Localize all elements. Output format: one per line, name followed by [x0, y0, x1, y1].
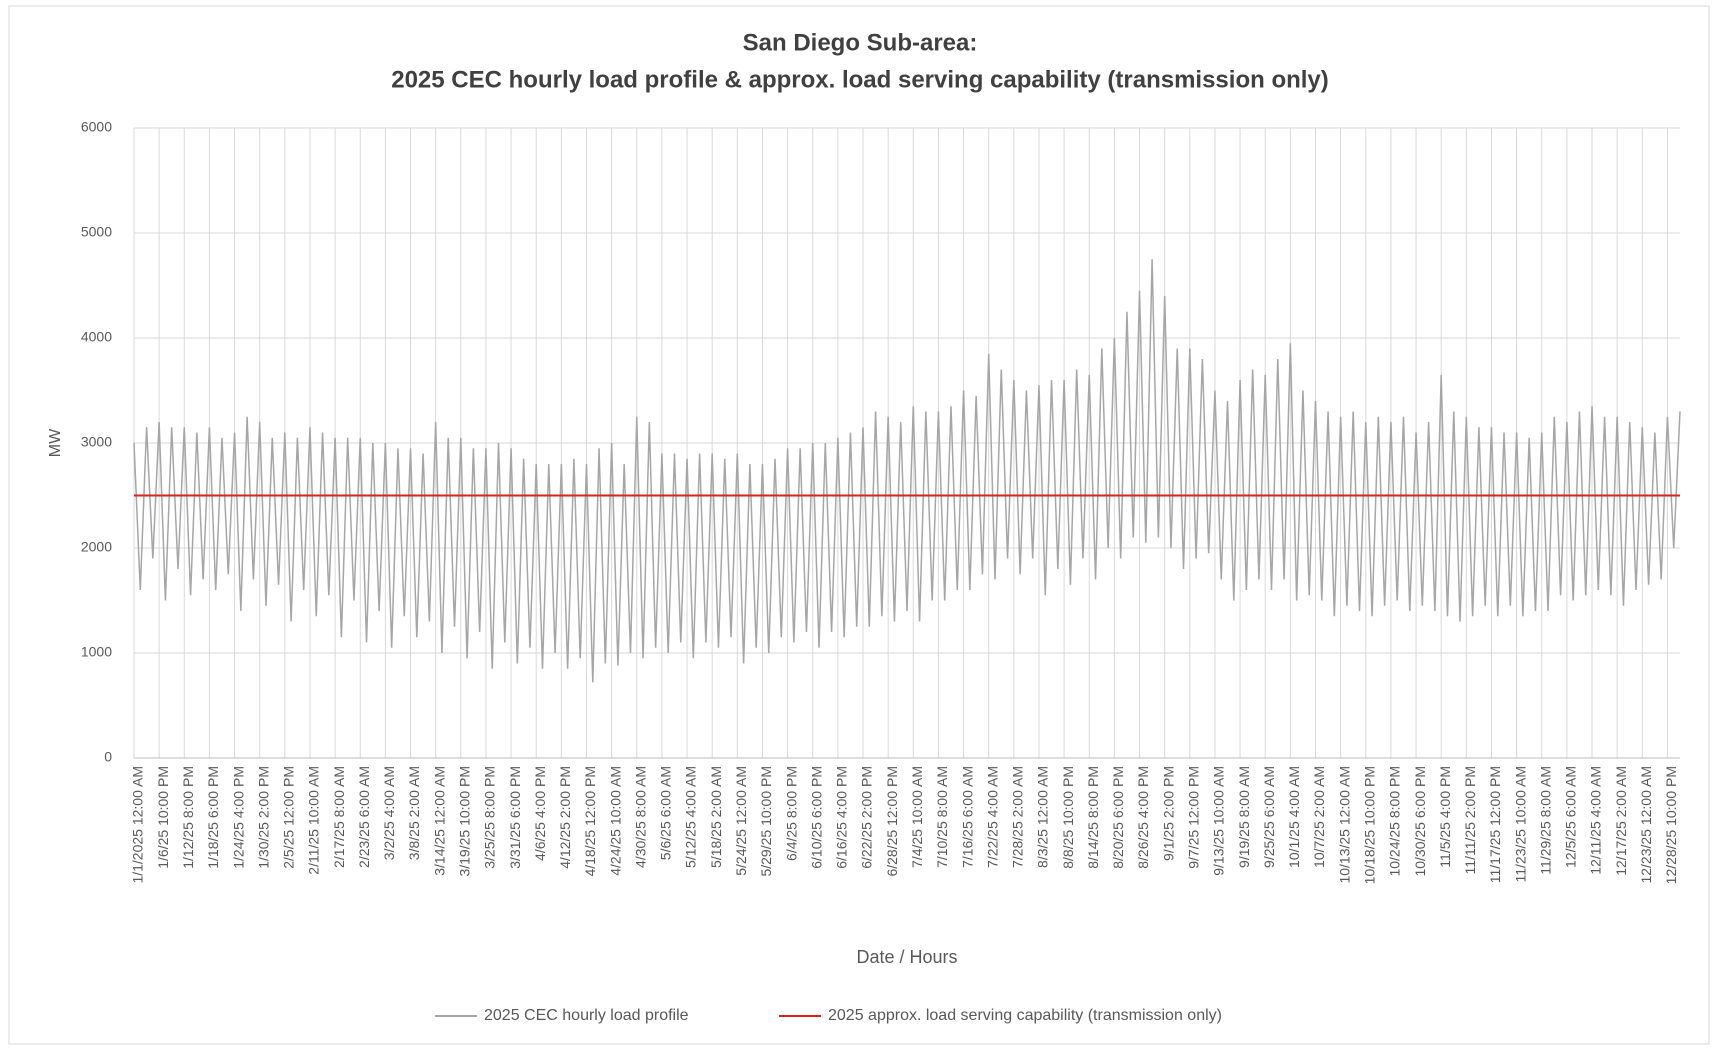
x-tick-label: 3/2/25 4:00 AM — [381, 766, 397, 860]
chart-subtitle: 2025 CEC hourly load profile & approx. l… — [391, 66, 1329, 93]
x-tick-label: 12/23/25 12:00 AM — [1638, 766, 1654, 884]
x-tick-label: 1/30/25 2:00 PM — [255, 766, 271, 869]
x-tick-label: 5/29/25 10:00 PM — [758, 766, 774, 877]
x-tick-label: 2/23/25 6:00 AM — [356, 766, 372, 868]
x-tick-label: 7/22/25 4:00 AM — [984, 766, 1000, 868]
x-tick-label: 7/4/25 10:00 AM — [909, 766, 925, 868]
x-tick-label: 7/10/25 8:00 AM — [934, 766, 950, 868]
legend-label: 2025 CEC hourly load profile — [484, 1007, 689, 1024]
x-tick-label: 11/5/25 4:00 PM — [1437, 766, 1453, 868]
x-tick-label: 1/6/25 10:00 PM — [155, 766, 171, 869]
x-tick-label: 5/6/25 6:00 AM — [658, 766, 674, 860]
x-tick-label: 4/30/25 8:00 AM — [632, 766, 648, 868]
x-tick-label: 10/30/25 6:00 PM — [1412, 766, 1428, 877]
x-tick-label: 6/10/25 6:00 PM — [808, 766, 824, 869]
x-tick-label: 2/5/25 12:00 PM — [281, 766, 297, 869]
x-tick-label: 4/24/25 10:00 AM — [607, 766, 623, 876]
x-tick-label: 10/24/25 8:00 PM — [1387, 766, 1403, 877]
x-tick-label: 8/26/25 4:00 PM — [1135, 766, 1151, 869]
x-tick-label: 3/14/25 12:00 AM — [431, 766, 447, 876]
y-tick-label: 3000 — [81, 434, 112, 450]
y-tick-label: 1000 — [81, 644, 112, 660]
x-tick-label: 1/24/25 4:00 PM — [230, 766, 246, 869]
x-tick-label: 2/11/25 10:00 AM — [306, 766, 322, 875]
x-tick-label: 4/18/25 12:00 PM — [582, 766, 598, 877]
y-tick-label: 4000 — [81, 329, 112, 345]
y-tick-label: 5000 — [81, 224, 112, 240]
y-tick-label: 6000 — [81, 119, 112, 135]
x-tick-label: 7/16/25 6:00 AM — [959, 766, 975, 868]
x-tick-label: 5/24/25 12:00 AM — [733, 766, 749, 876]
x-tick-label: 7/28/25 2:00 AM — [1010, 766, 1026, 868]
x-tick-label: 10/13/25 12:00 AM — [1336, 766, 1352, 884]
x-tick-label: 12/5/25 6:00 AM — [1563, 766, 1579, 868]
x-tick-label: 9/1/25 2:00 PM — [1160, 766, 1176, 861]
x-tick-label: 9/13/25 10:00 AM — [1211, 766, 1227, 876]
x-tick-label: 12/28/25 10:00 PM — [1663, 766, 1679, 884]
x-tick-label: 4/6/25 4:00 PM — [532, 766, 548, 861]
x-tick-label: 8/20/25 6:00 PM — [1110, 766, 1126, 869]
x-tick-label: 9/7/25 12:00 PM — [1186, 766, 1202, 869]
x-tick-label: 3/19/25 10:00 PM — [456, 766, 472, 877]
x-tick-label: 2/17/25 8:00 AM — [331, 766, 347, 868]
x-tick-label: 10/7/25 2:00 AM — [1311, 766, 1327, 868]
series-line — [133, 259, 1681, 683]
x-tick-label: 11/11/25 2:00 PM — [1462, 766, 1478, 874]
x-tick-label: 5/18/25 2:00 AM — [708, 766, 724, 868]
x-tick-label: 12/11/25 4:00 AM — [1588, 766, 1604, 875]
x-tick-label: 9/19/25 8:00 AM — [1236, 766, 1252, 868]
x-tick-label: 10/18/25 10:00 PM — [1361, 766, 1377, 884]
x-tick-label: 11/23/25 10:00 AM — [1512, 766, 1528, 883]
x-tick-label: 6/4/25 8:00 PM — [783, 766, 799, 861]
x-tick-label: 8/3/25 12:00 AM — [1035, 766, 1051, 868]
x-tick-label: 11/29/25 8:00 AM — [1537, 766, 1553, 875]
x-tick-label: 8/8/25 10:00 PM — [1060, 766, 1076, 869]
x-tick-label: 1/18/25 6:00 PM — [205, 766, 221, 869]
x-tick-label: 12/17/25 2:00 AM — [1613, 766, 1629, 876]
x-tick-label: 8/14/25 8:00 PM — [1085, 766, 1101, 869]
x-tick-label: 4/12/25 2:00 PM — [557, 766, 573, 869]
y-tick-label: 2000 — [81, 539, 112, 555]
x-tick-label: 5/12/25 4:00 AM — [683, 766, 699, 868]
x-tick-label: 1/12/25 8:00 PM — [180, 766, 196, 869]
chart-title: San Diego Sub-area: — [743, 29, 978, 56]
x-tick-label: 6/28/25 12:00 PM — [884, 766, 900, 877]
y-tick-label: 0 — [104, 749, 112, 765]
legend-label: 2025 approx. load serving capability (tr… — [828, 1007, 1222, 1024]
x-tick-label: 10/1/25 4:00 AM — [1286, 766, 1302, 868]
y-axis-title: MW — [47, 428, 64, 457]
x-tick-label: 11/17/25 12:00 PM — [1487, 766, 1503, 883]
x-tick-label: 3/8/25 2:00 AM — [406, 766, 422, 860]
x-tick-label: 1/1/2025 12:00 AM — [130, 766, 146, 884]
x-tick-label: 3/25/25 8:00 PM — [482, 766, 498, 869]
chart-border — [8, 5, 1710, 1045]
x-tick-label: 9/25/25 6:00 AM — [1261, 766, 1277, 868]
x-axis-title: Date / Hours — [856, 947, 957, 967]
x-tick-label: 6/16/25 4:00 PM — [834, 766, 850, 869]
x-tick-label: 3/31/25 6:00 PM — [507, 766, 523, 869]
x-tick-label: 6/22/25 2:00 PM — [859, 766, 875, 869]
